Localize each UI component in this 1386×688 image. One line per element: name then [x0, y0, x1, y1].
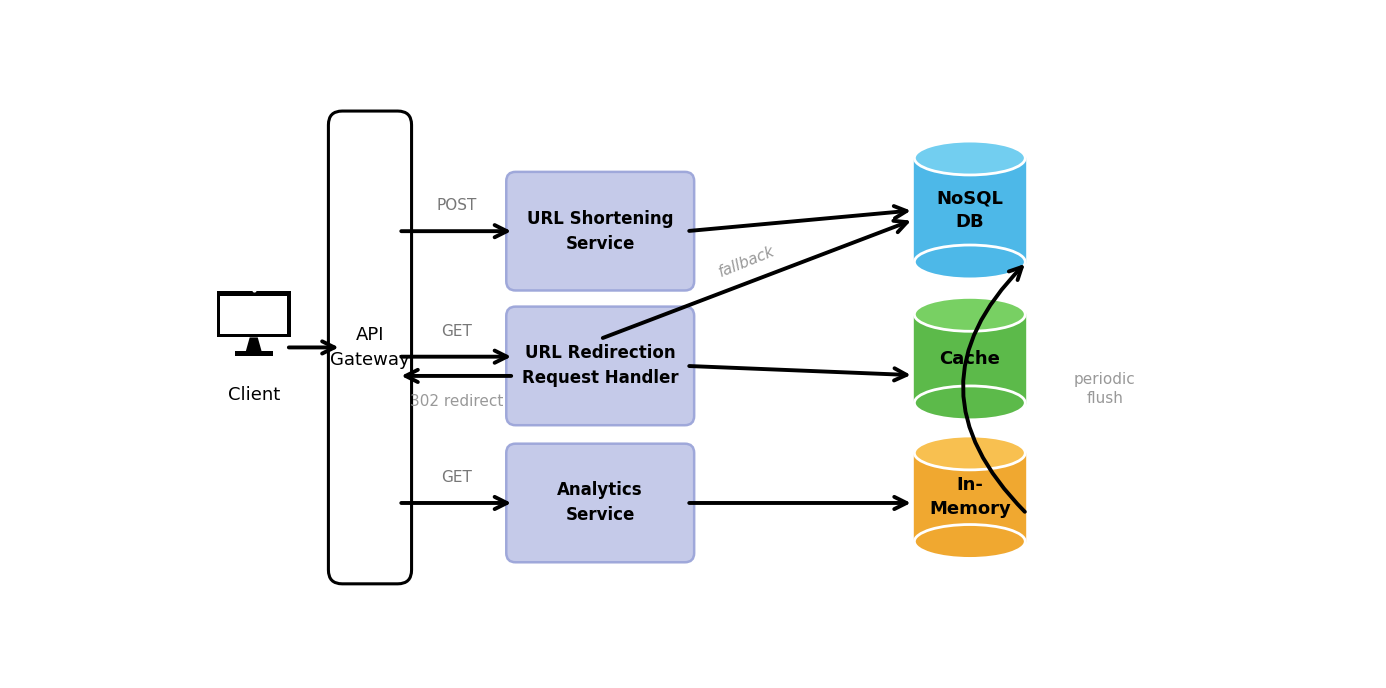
Text: GET: GET — [441, 324, 471, 339]
Text: Analytics
Service: Analytics Service — [557, 482, 643, 524]
Ellipse shape — [915, 524, 1026, 559]
FancyBboxPatch shape — [506, 172, 694, 290]
FancyBboxPatch shape — [328, 111, 412, 584]
Text: fallback: fallback — [717, 244, 778, 280]
FancyArrowPatch shape — [963, 267, 1024, 512]
Ellipse shape — [915, 141, 1026, 175]
Polygon shape — [245, 337, 262, 352]
Ellipse shape — [915, 297, 1026, 331]
FancyBboxPatch shape — [216, 290, 291, 337]
Text: periodic
flush: periodic flush — [1074, 372, 1135, 407]
Polygon shape — [915, 314, 1026, 403]
Polygon shape — [915, 158, 1026, 262]
FancyBboxPatch shape — [234, 351, 273, 356]
FancyBboxPatch shape — [220, 296, 287, 334]
Text: URL Redirection
Request Handler: URL Redirection Request Handler — [523, 345, 679, 387]
Text: URL Shortening
Service: URL Shortening Service — [527, 210, 674, 252]
FancyBboxPatch shape — [506, 307, 694, 425]
Text: 302 redirect: 302 redirect — [409, 394, 503, 409]
Polygon shape — [915, 453, 1026, 541]
Text: Cache: Cache — [940, 350, 1001, 367]
Ellipse shape — [915, 386, 1026, 420]
Text: Client: Client — [227, 386, 280, 404]
Text: API
Gateway: API Gateway — [330, 326, 410, 369]
Ellipse shape — [915, 245, 1026, 279]
Ellipse shape — [915, 436, 1026, 470]
Text: POST: POST — [437, 198, 477, 213]
Text: In-
Memory: In- Memory — [929, 476, 1010, 518]
FancyBboxPatch shape — [506, 444, 694, 562]
Text: GET: GET — [441, 471, 471, 485]
Text: NoSQL
DB: NoSQL DB — [937, 189, 1003, 230]
